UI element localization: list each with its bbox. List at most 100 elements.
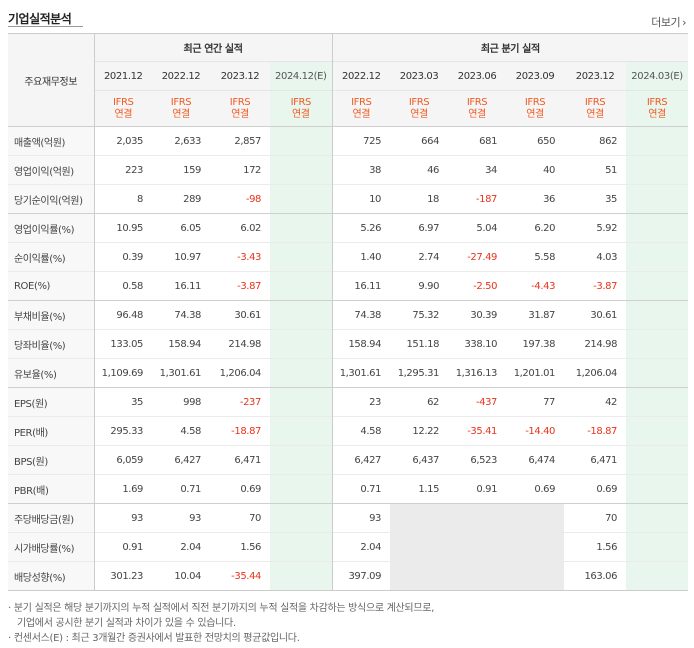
- header-row-groups: 주요재무정보 최근 연간 실적 최근 분기 실적: [8, 33, 689, 127]
- table-cell: 6,471: [564, 445, 627, 475]
- basis-consolidated: 연결: [410, 108, 428, 120]
- table-cell: 6,437: [390, 445, 449, 475]
- table-row: 영업이익률(%) 10.95 6.05 6.02 5.26 6.97 5.04 6.20 5.9…: [8, 213, 689, 243]
- table-row: 당기순이익(억원) 8 289 -98 10 18 -187 36 35: [8, 184, 689, 214]
- table-cell: [506, 532, 565, 562]
- table-cell: [270, 474, 333, 504]
- basis-cell: IFRS 연결: [506, 90, 565, 127]
- table-cell: -3.87: [210, 271, 270, 301]
- table-cell: -237: [210, 387, 270, 417]
- basis-consolidated: 연결: [172, 108, 190, 120]
- table-cell: 151.18: [390, 329, 449, 359]
- basis-ifrs: IFRS: [466, 96, 488, 108]
- table-cell: [626, 329, 689, 359]
- table-cell: -3.43: [210, 242, 270, 272]
- table-cell: [626, 300, 689, 330]
- basis-consolidated: 연결: [468, 108, 486, 120]
- table-cell: 42: [564, 387, 627, 417]
- table-cell: 0.91: [448, 474, 507, 504]
- table-cell: 93: [93, 503, 152, 533]
- basis-ifrs: IFRS: [584, 96, 606, 108]
- basis-consolidated: 연결: [114, 108, 133, 120]
- row-label: ROE(%): [8, 271, 94, 301]
- table-cell: [270, 155, 333, 185]
- basis-ifrs: IFRS: [170, 96, 192, 108]
- table-cell: 74.38: [152, 300, 210, 330]
- table-cell: 1,206.04: [564, 358, 627, 388]
- table-cell: 338.10: [448, 329, 507, 359]
- table-row: ROE(%) 0.58 16.11 -3.87 16.11 9.90 -2.50 -4.43-…: [8, 271, 689, 301]
- table-cell: 6.97: [390, 213, 449, 243]
- table-cell: 0.69: [564, 474, 627, 504]
- basis-cell: IFRS 연결: [564, 90, 627, 127]
- table-cell: 8: [93, 184, 152, 214]
- table-cell: 5.58: [506, 242, 565, 272]
- table-cell: [270, 126, 333, 156]
- table-cell: -27.49: [448, 242, 507, 272]
- table-cell: 1,206.04: [210, 358, 270, 388]
- table-cell: 197.38: [506, 329, 565, 359]
- table-cell: 2.04: [331, 532, 391, 562]
- table-cell: 2.04: [152, 532, 210, 562]
- table-cell: 1.15: [390, 474, 449, 504]
- table-cell: [626, 242, 689, 272]
- table-cell: [626, 358, 689, 388]
- table-cell: [626, 474, 689, 504]
- table-cell: 725: [331, 126, 391, 156]
- table-row: 당좌비율(%) 133.05 158.94 214.98 158.94 151.18 338…: [8, 329, 689, 359]
- table-cell: [626, 532, 689, 562]
- footnote-2: · 컨센서스(E) : 최근 3개월간 증권사에서 발표한 전망치의 평균값입니다…: [8, 633, 300, 644]
- period-quarter: 2022.12: [331, 61, 391, 91]
- header-row-basis: IFRS 연결 IFRS 연결 IFRS 연결 IFRS 연결 IFRS 연결 IFRS 연결 IFRS…: [8, 90, 689, 127]
- row-label: EPS(원): [8, 387, 94, 417]
- table-cell: -437: [448, 387, 507, 417]
- more-link[interactable]: 더보기 ›: [651, 14, 686, 30]
- chevron-right-icon: ›: [682, 16, 686, 29]
- table-cell: -35.41: [448, 416, 507, 446]
- table-cell: [270, 416, 333, 446]
- table-cell: 36: [506, 184, 565, 214]
- basis-ifrs: IFRS: [408, 96, 430, 108]
- table-row: 배당성향(%) 301.23 10.04 -35.44 397.09 163.06: [8, 561, 689, 591]
- period-annual: 2023.12: [210, 61, 270, 91]
- table-cell: 5.04: [448, 213, 507, 243]
- row-label: 순이익률(%): [8, 242, 94, 272]
- group-annual: 최근 연간 실적: [93, 33, 333, 62]
- row-label: 시가배당률(%): [8, 532, 94, 562]
- row-label: PBR(배): [8, 474, 94, 504]
- table-cell: [626, 271, 689, 301]
- table-cell: 6,427: [331, 445, 391, 475]
- table-cell: [448, 503, 507, 533]
- table-cell: 301.23: [93, 561, 152, 591]
- table-cell: [626, 561, 689, 591]
- table-cell: [270, 532, 333, 562]
- table-cell: 0.91: [93, 532, 152, 562]
- table-cell: [626, 445, 689, 475]
- table-cell: 397.09: [331, 561, 391, 591]
- basis-consolidated: 연결: [526, 108, 544, 120]
- table-row: 영업이익(억원) 223 159 172 38 46 34 40 51: [8, 155, 689, 185]
- table-cell: 31.87: [506, 300, 565, 330]
- table-cell: 35: [564, 184, 627, 214]
- table-cell: 0.69: [506, 474, 565, 504]
- period-quarter: 2023.03: [390, 61, 449, 91]
- table-cell: 74.38: [331, 300, 391, 330]
- table-cell: 77: [506, 387, 565, 417]
- group-quarterly: 최근 분기 실적: [331, 33, 689, 62]
- basis-ifrs: IFRS: [229, 96, 251, 108]
- table-cell: 0.71: [152, 474, 210, 504]
- basis-cell: IFRS 연결: [626, 90, 689, 127]
- table-cell: [270, 561, 333, 591]
- row-label: PER(배): [8, 416, 94, 446]
- table-cell: [626, 155, 689, 185]
- table-row: BPS(원) 6,059 6,427 6,471 6,427 6,437 6,523 6,47…: [8, 445, 689, 475]
- period-annual: 2022.12: [152, 61, 210, 91]
- table-cell: 30.61: [564, 300, 627, 330]
- basis-cell: IFRS 연결: [93, 90, 152, 127]
- table-cell: 10.04: [152, 561, 210, 591]
- table-cell: -35.44: [210, 561, 270, 591]
- row-label: 유보율(%): [8, 358, 94, 388]
- table-cell: -3.87: [564, 271, 627, 301]
- table-cell: 2.74: [390, 242, 449, 272]
- row-header-label: 주요재무정보: [8, 33, 94, 127]
